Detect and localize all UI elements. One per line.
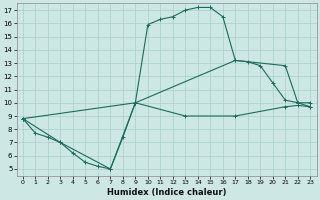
X-axis label: Humidex (Indice chaleur): Humidex (Indice chaleur): [107, 188, 226, 197]
